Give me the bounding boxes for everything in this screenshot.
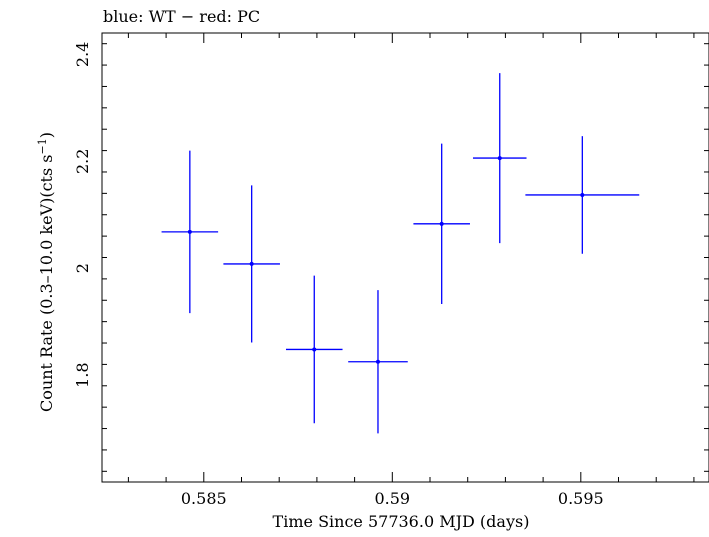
- data-point: [375, 359, 380, 364]
- y-tick-label: 2: [73, 263, 92, 273]
- y-tick-label: 2.2: [73, 149, 92, 174]
- data-point: [497, 156, 502, 161]
- chart-title: blue: WT − red: PC: [103, 7, 260, 26]
- series-wt: [161, 73, 640, 434]
- y-tick-label: 2.4: [73, 42, 92, 67]
- x-axis-title: Time Since 57736.0 MJD (days): [273, 512, 530, 531]
- plot-frame: [101, 32, 709, 483]
- y-axis-title-exponent: −1: [36, 138, 49, 154]
- x-tick-label: 0.59: [374, 489, 410, 508]
- x-tick-label: 0.585: [181, 489, 227, 508]
- data-point: [439, 221, 444, 226]
- y-axis-title-main: Count Rate (0.3–10.0 keV)(cts s: [37, 155, 56, 412]
- y-tick-label: 1.8: [73, 362, 92, 387]
- data-series: [161, 73, 640, 434]
- data-point: [187, 229, 192, 234]
- data-point: [312, 347, 317, 352]
- y-axis-title: Count Rate (0.3–10.0 keV)(cts s−1): [36, 132, 56, 412]
- x-tick-label: 0.595: [558, 489, 604, 508]
- data-point: [580, 192, 585, 197]
- y-axis-title-close: ): [37, 132, 56, 138]
- x-axis-ticks: 0.585 0.59 0.595: [127, 33, 695, 508]
- y-axis-ticks: 1.8 2 2.2 2.4: [73, 42, 709, 472]
- data-point: [249, 261, 254, 266]
